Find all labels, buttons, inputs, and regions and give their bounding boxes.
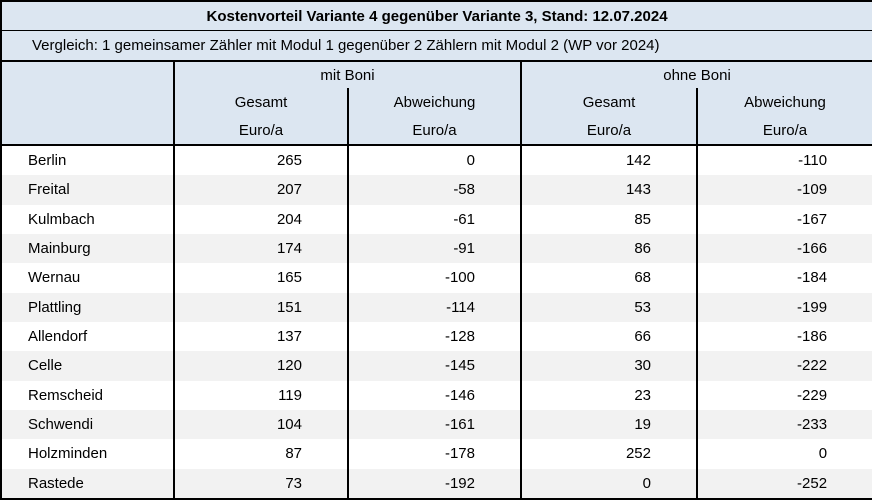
city-cell: Kulmbach [1, 204, 175, 234]
value-cell: -167 [797, 210, 828, 228]
subtitle-row: Vergleich: 1 gemeinsamer Zähler mit Modu… [1, 30, 872, 62]
table-row: Schwendi 104 -161 19 -233 [1, 409, 872, 440]
table-row: Holzminden 87 -178 252 0 [1, 439, 872, 469]
value-cell: -192 [348, 468, 522, 499]
value-cell: 87 [174, 439, 349, 469]
value-cell: 19 [521, 409, 698, 440]
table-row: Wernau 165 -100 68 -184 [1, 263, 872, 293]
city-cell: Wernau [1, 263, 175, 293]
value-cell: 53 [521, 292, 698, 322]
unit-label: Euro/a [521, 117, 698, 146]
unit-row: Euro/a Euro/a Euro/a Euro/a [1, 117, 872, 146]
table-row: Berlin 265 0 142 -110 [1, 145, 872, 176]
value-cell: 119 [174, 380, 349, 410]
value-cell: -184 [797, 269, 828, 287]
table-row: Rastede 73 -192 0 -252 [1, 468, 872, 499]
value-cell: -91 [348, 233, 522, 264]
column-header-gesamt-ohne: Gesamt [521, 88, 698, 117]
value-cell: 104 [174, 409, 349, 440]
group-header-row: mit Boni ohne Boni [1, 61, 872, 146]
value-cell: -186 [797, 328, 828, 346]
value-cell: 23 [521, 380, 698, 410]
table-row: Plattling 151 -114 53 -199 [1, 292, 872, 322]
value-cell: -100 [348, 263, 522, 293]
value-cell: 252 [521, 439, 698, 469]
city-cell: Rastede [1, 468, 175, 499]
table-row: Kulmbach 204 -61 85 -167 [1, 204, 872, 234]
value-cell: 151 [174, 292, 349, 322]
column-header-abweichung-mit: Abweichung [348, 88, 522, 117]
value-cell: -178 [348, 439, 522, 469]
city-cell: Celle [1, 351, 175, 381]
city-cell: Plattling [1, 292, 175, 322]
value-cell: 120 [174, 351, 349, 381]
value-cell: 265 [174, 145, 349, 176]
value-cell: -146 [348, 380, 522, 410]
value-cell: -58 [348, 175, 522, 205]
sub-header-row: Gesamt Abweichung Gesamt Abweichung [1, 88, 872, 117]
table-row: Allendorf 137 -128 66 -186 [1, 321, 872, 352]
value-cell: -110 [798, 152, 828, 170]
table-title: Kostenvorteil Variante 4 gegenüber Varia… [1, 1, 872, 31]
value-cell: -114 [348, 292, 522, 322]
unit-label: Euro/a [174, 117, 349, 146]
unit-label: Euro/a [348, 117, 522, 146]
group-header-ohne-boni: ohne Boni [521, 61, 872, 88]
value-cell: 0 [348, 145, 522, 176]
table-row: Remscheid 119 -146 23 -229 [1, 380, 872, 410]
value-cell: 0 [818, 445, 828, 463]
value-cell: 174 [174, 233, 349, 264]
value-cell: 30 [521, 351, 698, 381]
value-cell: -145 [348, 351, 522, 381]
city-cell: Schwendi [1, 409, 175, 440]
value-cell: 204 [174, 204, 349, 234]
corner-cell [1, 61, 175, 146]
group-header-mit-boni: mit Boni [174, 61, 522, 88]
value-cell: -61 [348, 204, 522, 234]
value-cell: 143 [521, 175, 698, 205]
table-subtitle: Vergleich: 1 gemeinsamer Zähler mit Modu… [1, 30, 872, 62]
column-header-gesamt-mit: Gesamt [174, 88, 349, 117]
value-cell: -229 [797, 386, 828, 404]
value-cell: -109 [797, 181, 828, 199]
table-row: Freital 207 -58 143 -109 [1, 175, 872, 205]
value-cell: -128 [348, 321, 522, 352]
value-cell: -166 [797, 240, 828, 258]
value-cell: 73 [174, 468, 349, 499]
table-row: Mainburg 174 -91 86 -166 [1, 233, 872, 264]
value-cell: -233 [797, 416, 828, 434]
value-cell: 85 [521, 204, 698, 234]
value-cell: 66 [521, 321, 698, 352]
city-cell: Allendorf [1, 321, 175, 352]
value-cell: 207 [174, 175, 349, 205]
city-cell: Berlin [1, 145, 175, 176]
city-cell: Holzminden [1, 439, 175, 469]
value-cell: 68 [521, 263, 698, 293]
value-cell: 86 [521, 233, 698, 264]
city-cell: Freital [1, 175, 175, 205]
table-row: Celle 120 -145 30 -222 [1, 351, 872, 381]
value-cell: -222 [797, 357, 828, 375]
value-cell: 0 [521, 468, 698, 499]
value-cell: 142 [521, 145, 698, 176]
value-cell: -199 [797, 298, 828, 316]
city-cell: Remscheid [1, 380, 175, 410]
value-cell: 137 [174, 321, 349, 352]
value-cell: 165 [174, 263, 349, 293]
unit-label: Euro/a [697, 117, 872, 146]
title-row: Kostenvorteil Variante 4 gegenüber Varia… [1, 1, 872, 31]
value-cell: -161 [348, 409, 522, 440]
value-cell: -252 [797, 474, 828, 492]
city-cell: Mainburg [1, 233, 175, 264]
column-header-abweichung-ohne: Abweichung [697, 88, 872, 117]
